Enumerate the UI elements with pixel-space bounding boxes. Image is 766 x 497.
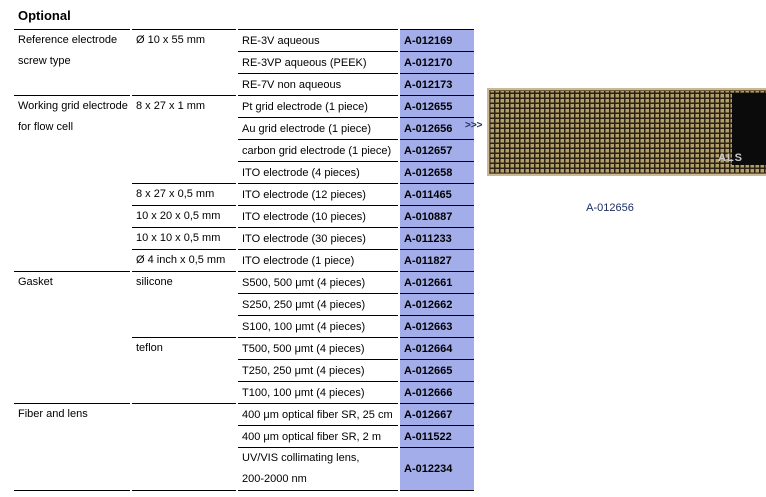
description-cell: UV/VIS collimating lens, 200-2000 nm [238,447,398,491]
product-code-cell: A-011522 [400,425,474,447]
table-row: teflon T500, 500 μmt (4 pieces) A-012664 [14,337,474,359]
table-row: 10 x 20 x 0,5 mm ITO electrode (10 piece… [14,205,474,227]
product-code-cell: A-012655 [400,95,474,117]
description-cell: RE-3V aqueous [238,29,398,51]
size-cell: 10 x 10 x 0,5 mm [132,227,236,249]
table-row: Ø 4 inch x 0,5 mm ITO electrode (1 piece… [14,249,474,271]
table-row: UV/VIS collimating lens, 200-2000 nm A-0… [14,447,474,491]
table-row: Fiber and lens 400 μm optical fiber SR, … [14,403,474,491]
product-code-cell: A-012664 [400,337,474,359]
product-code-cell: A-011233 [400,227,474,249]
description-cell: RE-3VP aqueous (PEEK) [238,51,398,73]
page-title: Optional [18,8,71,23]
size-cell: 10 x 20 x 0,5 mm [132,205,236,227]
table-row: RE-7V non aqueous A-012173 [14,73,474,95]
optional-products-table: Reference electrode screw type Ø 10 x 55… [12,29,476,491]
product-code-cell: A-012667 [400,403,474,425]
description-cell: ITO electrode (12 pieces) [238,183,398,205]
size-cell: Ø 4 inch x 0,5 mm [132,249,236,271]
category-cell: Reference electrode screw type [14,29,130,95]
table-row: T100, 100 μmt (4 pieces) A-012666 [14,381,474,403]
description-cell: T250, 250 μmt (4 pieces) [238,359,398,381]
category-cell: Fiber and lens [14,403,130,491]
description-cell: Au grid electrode (1 piece) [238,117,398,139]
photo-dark-corner: ALS [718,93,766,165]
description-cell: S500, 500 μmt (4 pieces) [238,271,398,293]
product-code-cell: A-012661 [400,271,474,293]
table-row: Gasket silicone S500, 500 μmt (4 pieces)… [14,271,474,293]
table-row: Working grid electrode for flow cell 8 x… [14,95,474,133]
product-code-cell: A-011465 [400,183,474,205]
description-cell: S250, 250 μmt (4 pieces) [238,293,398,315]
description-cell: ITO electrode (30 pieces) [238,227,398,249]
pointer-arrows: >>> [465,120,483,131]
product-code-cell: A-012656 [400,117,474,139]
table-row: Reference electrode screw type Ø 10 x 55… [14,29,474,67]
description-cell: T100, 100 μmt (4 pieces) [238,381,398,403]
table-row: T250, 250 μmt (4 pieces) A-012665 [14,359,474,381]
table-row: S250, 250 μmt (4 pieces) A-012662 [14,293,474,315]
description-cell: S100, 100 μmt (4 pieces) [238,315,398,337]
product-code-cell: A-012169 [400,29,474,51]
description-cell: Pt grid electrode (1 piece) [238,95,398,117]
als-brand-label: ALS [718,152,743,164]
product-code-cell: A-012173 [400,73,474,95]
table-row: carbon grid electrode (1 piece) A-012657 [14,139,474,161]
size-cell: Ø 10 x 55 mm [132,29,236,95]
size-cell: silicone [132,271,236,337]
size-cell: 8 x 27 x 1 mm [132,95,236,183]
product-code-cell: A-012657 [400,139,474,161]
photo-caption: A-012656 [586,202,634,214]
size-cell: 8 x 27 x 0,5 mm [132,183,236,205]
product-code-cell: A-012666 [400,381,474,403]
table-row: RE-3VP aqueous (PEEK) A-012170 [14,51,474,73]
table-row: ITO electrode (4 pieces) A-012658 [14,161,474,183]
description-cell: 400 μm optical fiber SR, 25 cm [238,403,398,425]
description-cell: carbon grid electrode (1 piece) [238,139,398,161]
description-cell: ITO electrode (4 pieces) [238,161,398,183]
product-code-cell: A-012665 [400,359,474,381]
product-code-cell: A-010887 [400,205,474,227]
product-code-cell: A-011827 [400,249,474,271]
table-row: Au grid electrode (1 piece) A-012656 [14,117,474,139]
size-cell [132,403,236,491]
description-cell: T500, 500 μmt (4 pieces) [238,337,398,359]
description-cell: ITO electrode (10 pieces) [238,205,398,227]
description-cell: RE-7V non aqueous [238,73,398,95]
table-row: 400 μm optical fiber SR, 2 m A-011522 [14,425,474,447]
table-row: 10 x 10 x 0,5 mm ITO electrode (30 piece… [14,227,474,249]
product-code-cell: A-012662 [400,293,474,315]
category-cell: Gasket [14,271,130,403]
category-cell: Working grid electrode for flow cell [14,95,130,271]
description-cell: 400 μm optical fiber SR, 2 m [238,425,398,447]
size-cell: teflon [132,337,236,403]
description-cell: ITO electrode (1 piece) [238,249,398,271]
table-row: 8 x 27 x 0,5 mm ITO electrode (12 pieces… [14,183,474,205]
product-code-cell: A-012170 [400,51,474,73]
table-row: S100, 100 μmt (4 pieces) A-012663 [14,315,474,337]
grid-electrode-photo: ALS [487,88,766,176]
product-code-cell: A-012234 [400,447,474,491]
product-code-cell: A-012663 [400,315,474,337]
product-code-cell: A-012658 [400,161,474,183]
